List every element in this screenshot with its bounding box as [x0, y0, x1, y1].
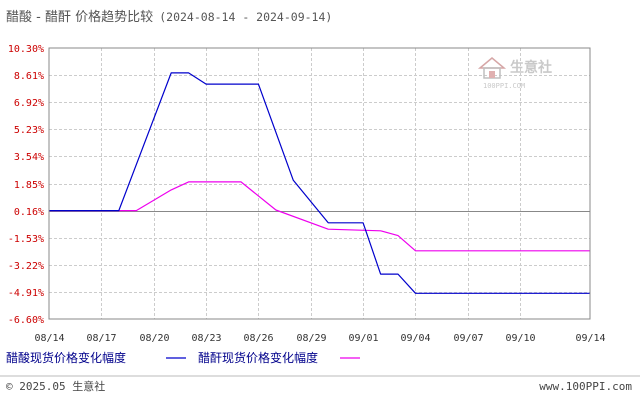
legend-label-acetic-acid: 醋酸现货价格变化幅度	[6, 350, 126, 365]
y-tick-label: 10.30%	[8, 44, 44, 55]
series-line-acetic-acid	[49, 72, 590, 294]
chart-title-text: 醋酸 - 醋酐 价格趋势比较	[6, 9, 153, 25]
watermark-logo-icon	[477, 57, 507, 79]
watermark-text: 生意社	[510, 59, 552, 76]
x-tick-label: 08/20	[139, 333, 169, 344]
x-tick-label: 08/29	[296, 333, 326, 344]
watermark: 生意社 100PPI.COM	[477, 57, 552, 90]
y-tick-label: 3.54%	[14, 152, 44, 163]
x-tick-label: 09/04	[400, 333, 430, 344]
y-tick-label: 1.85%	[14, 180, 44, 191]
y-tick-label: 5.23%	[14, 125, 44, 136]
y-tick-label: -6.60%	[8, 315, 44, 326]
y-tick-label: 8.61%	[14, 71, 44, 82]
footer-site: www.100PPI.com	[539, 380, 632, 393]
y-tick-label: 6.92%	[14, 98, 44, 109]
x-tick-label: 08/26	[243, 333, 273, 344]
y-tick-label: 0.16%	[14, 207, 44, 218]
y-tick-label: -3.22%	[8, 261, 44, 272]
footer-copyright: © 2025.05 生意社	[6, 379, 105, 393]
legend-label-acetic-anhydride: 醋酐现货价格变化幅度	[198, 350, 318, 365]
chart-title: 醋酸 - 醋酐 价格趋势比较 (2024-08-14 - 2024-09-14)	[6, 9, 332, 25]
x-tick-label: 08/17	[86, 333, 116, 344]
y-tick-label: -4.91%	[8, 288, 44, 299]
y-axis-ticks: 10.30% 8.61% 6.92% 5.23% 3.54% 1.85% 0.16% -1.5…	[8, 44, 44, 326]
x-tick-label: 09/14	[575, 333, 605, 344]
x-tick-label: 08/23	[191, 333, 221, 344]
watermark-subtext: 100PPI.COM	[483, 82, 525, 90]
chart-period: (2024-08-14 - 2024-09-14)	[159, 10, 332, 24]
series-lines	[49, 72, 590, 294]
x-tick-label: 09/07	[453, 333, 483, 344]
x-tick-label: 09/10	[505, 333, 535, 344]
legend: 醋酸现货价格变化幅度 醋酐现货价格变化幅度	[6, 350, 360, 365]
series-line-acetic-anhydride	[49, 181, 590, 252]
x-tick-label: 09/01	[348, 333, 378, 344]
plot-frame	[48, 47, 591, 320]
x-axis-ticks: 08/14 08/17 08/20 08/23 08/26 08/29 09/01 09/04…	[34, 333, 605, 344]
x-tick-label: 08/14	[34, 333, 64, 344]
y-tick-label: -1.53%	[8, 234, 44, 245]
